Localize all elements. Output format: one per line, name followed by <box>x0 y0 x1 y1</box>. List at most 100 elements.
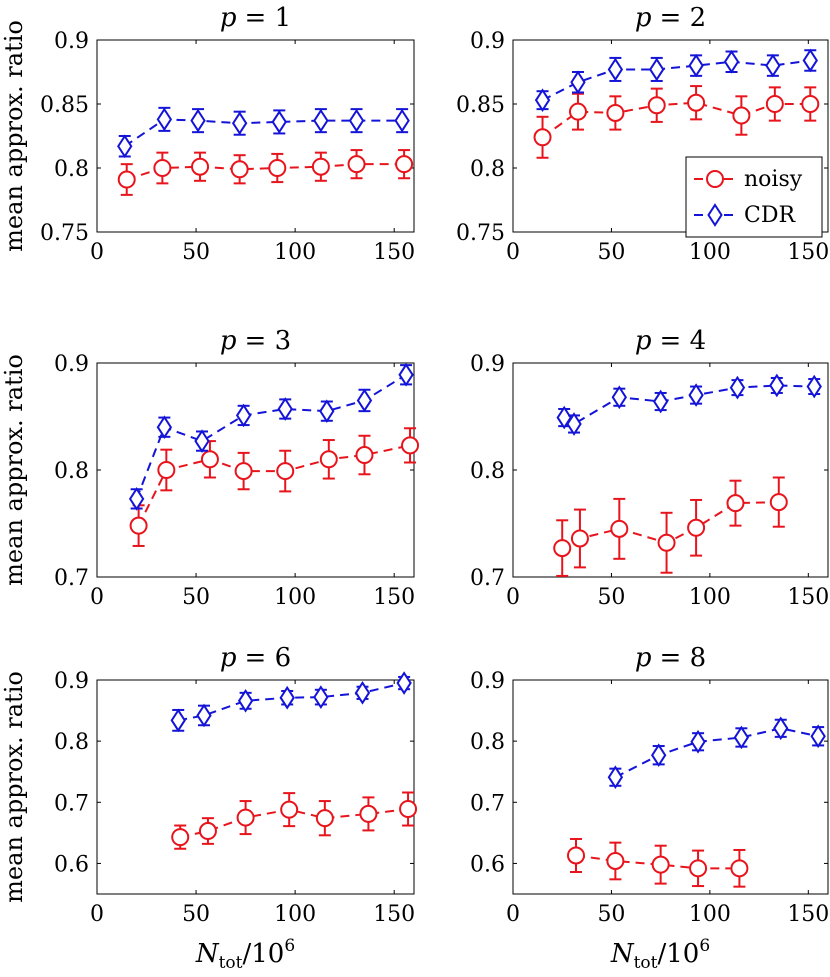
title-variable: p <box>635 3 652 33</box>
data-point-circle <box>315 809 334 828</box>
subplot-title: p = 8 <box>635 643 706 673</box>
x-tick-label: 0 <box>90 585 104 610</box>
y-tick-label: 0.75 <box>40 221 89 246</box>
data-point-diamond <box>810 724 826 749</box>
data-point-circle <box>401 436 420 455</box>
y-tick-label: 0.6 <box>470 852 505 877</box>
data-point-diamond <box>396 671 412 695</box>
x-tick-label: 50 <box>597 240 625 265</box>
data-point-diamond <box>729 375 746 400</box>
title-equation: = 2 <box>660 3 707 33</box>
data-point-circle <box>568 102 587 121</box>
series-line <box>135 373 407 500</box>
data-point-diamond <box>802 48 818 73</box>
data-point-diamond <box>313 685 329 709</box>
axes-frame <box>96 39 415 233</box>
data-point-circle <box>355 446 374 465</box>
data-point-diamond <box>277 397 293 421</box>
x-tick-label: 100 <box>689 902 731 927</box>
data-point-diamond <box>652 389 669 414</box>
x-label-rest: /10 <box>242 939 284 969</box>
data-point-diamond <box>607 57 624 82</box>
data-point-diamond <box>319 399 335 423</box>
axes-frame <box>96 679 415 895</box>
subplot-5: 0 50 100 150 0.6 0.7 0.8 0.9 p = 6 mean approx. ra… <box>0 643 418 927</box>
y-axis-label: mean approx. ratio <box>0 20 28 252</box>
x-label-rest: /10 <box>657 939 699 969</box>
data-point-diamond <box>556 405 572 430</box>
y-tick-label: 0.7 <box>470 791 505 816</box>
data-point-diamond <box>650 743 667 768</box>
x-tick-label: 100 <box>274 585 316 610</box>
x-label-main: N <box>195 939 220 969</box>
x-label-sup: 6 <box>699 936 710 956</box>
series-line <box>614 727 819 779</box>
legend-box <box>685 156 823 238</box>
series-cdr <box>117 106 410 159</box>
y-axis-label: mean approx. ratio <box>0 671 28 903</box>
data-point-circle <box>657 533 676 552</box>
subplot-title: p = 3 <box>220 326 291 356</box>
x-tick-label: 0 <box>90 240 104 265</box>
x-label-main: N <box>610 939 635 969</box>
series-noisy <box>117 149 414 196</box>
data-point-diamond <box>190 108 206 133</box>
data-point-diamond <box>534 88 551 112</box>
data-point-diamond <box>271 110 287 134</box>
data-point-diamond <box>733 725 750 750</box>
title-variable: p <box>220 643 237 673</box>
data-point-diamond <box>690 729 706 754</box>
y-tick-label: 0.9 <box>54 29 89 54</box>
data-point-circle <box>347 155 366 174</box>
data-point-diamond <box>649 57 665 82</box>
data-point-diamond <box>688 383 704 407</box>
x-tick-label: 50 <box>597 585 625 610</box>
data-point-circle <box>230 160 249 179</box>
data-point-diamond <box>128 487 145 511</box>
subplot-1: 0 50 100 150 0.75 0.8 0.85 0.9 p = 1 mean approx. … <box>0 3 415 265</box>
data-point-circle <box>606 103 625 122</box>
data-point-circle <box>280 800 299 819</box>
data-point-diamond <box>398 362 414 387</box>
data-point-diamond <box>394 108 410 133</box>
x-tick-label: 150 <box>373 902 415 927</box>
series-cdr <box>128 362 414 511</box>
data-point-circle <box>129 516 148 535</box>
data-point-circle <box>395 155 414 174</box>
data-point-circle <box>651 855 670 874</box>
data-point-circle <box>157 461 176 479</box>
data-point-diamond <box>194 429 210 453</box>
data-point-diamond <box>354 681 371 705</box>
data-point-circle <box>153 159 172 177</box>
title-equation: = 4 <box>660 326 707 356</box>
data-point-diamond <box>566 412 582 436</box>
x-label-sub: tot <box>634 953 658 973</box>
subplot-6: 0 50 100 150 0.6 0.7 0.8 0.9 p = 8 <box>470 643 829 927</box>
subplot-4: 0 50 100 150 0.7 0.8 0.9 p = 4 <box>470 326 829 610</box>
data-point-circle <box>191 157 210 176</box>
x-axis-label: Ntot/106 <box>195 936 295 973</box>
data-point-diamond <box>356 388 373 413</box>
y-tick-label: 0.8 <box>54 730 89 755</box>
subplot-title: p = 1 <box>220 3 291 33</box>
y-tick-label: 0.85 <box>456 93 505 118</box>
data-point-diamond <box>773 716 789 741</box>
data-point-diamond <box>611 385 628 410</box>
series-cdr <box>534 48 818 112</box>
data-point-diamond <box>806 374 822 399</box>
data-point-diamond <box>607 765 624 790</box>
data-point-diamond <box>196 703 212 728</box>
data-point-circle <box>311 157 330 176</box>
title-equation: = 6 <box>245 643 292 673</box>
subplot-title: p = 2 <box>635 3 706 33</box>
title-variable: p <box>635 643 652 673</box>
data-point-diamond <box>231 111 248 136</box>
x-tick-label: 50 <box>597 902 625 927</box>
y-tick-label: 0.8 <box>470 157 505 182</box>
series-noisy <box>553 476 788 577</box>
subplot-title: p = 6 <box>220 643 291 673</box>
series-cdr <box>170 671 412 733</box>
x-tick-label: 100 <box>689 240 731 265</box>
y-tick-label: 0.7 <box>54 566 89 591</box>
data-point-circle <box>610 519 629 538</box>
